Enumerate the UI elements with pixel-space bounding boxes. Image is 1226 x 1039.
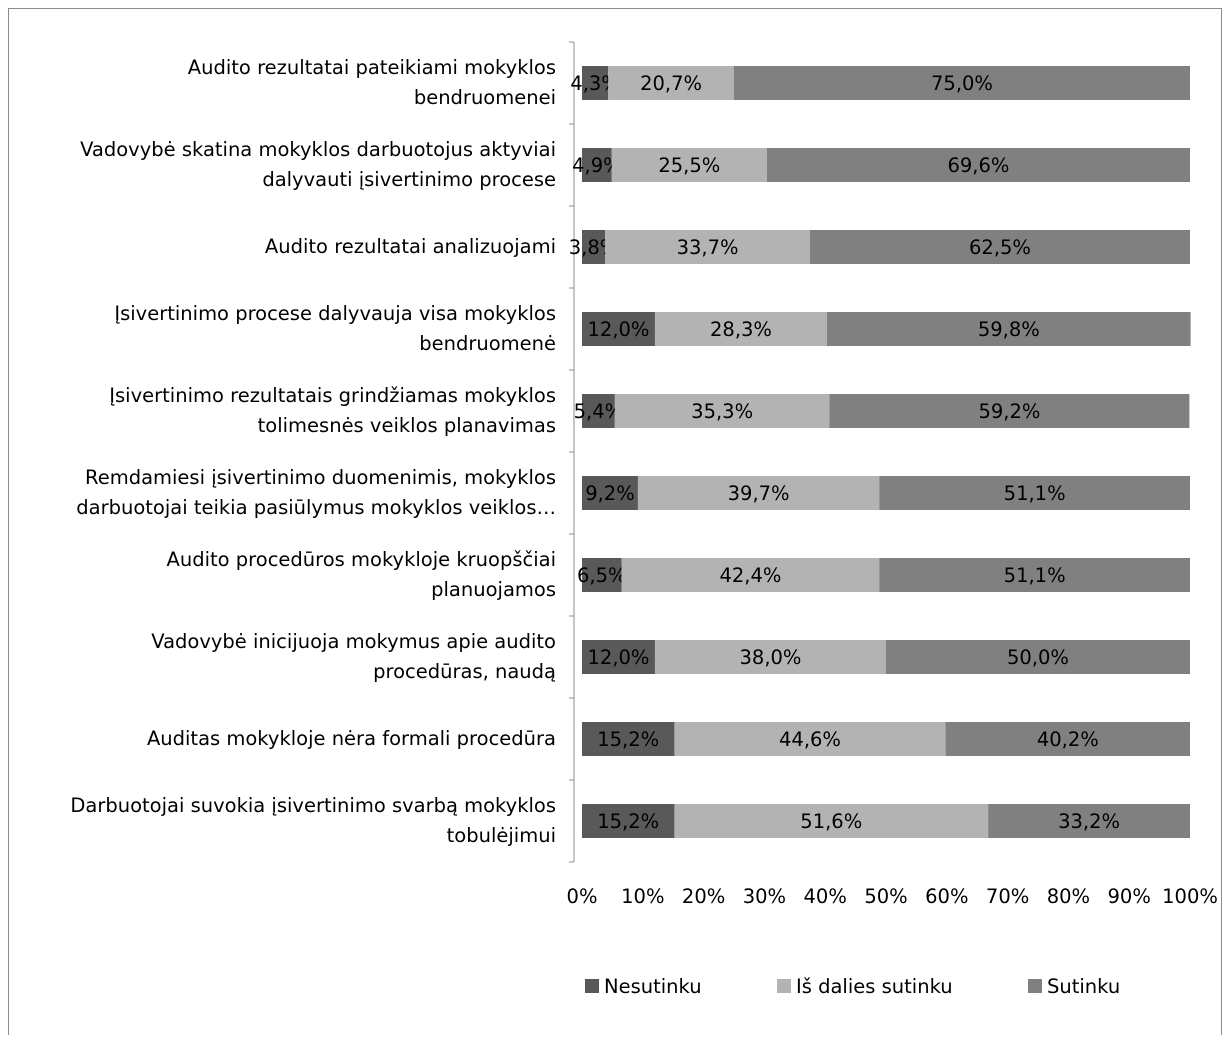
data-label: 33,7% xyxy=(677,236,739,259)
legend-label: Iš dalies sutinku xyxy=(796,975,953,998)
bar-segment xyxy=(829,394,1190,428)
category-label: Įsivertinimo rezultatais grindžiamas mok… xyxy=(109,384,556,407)
category-label: Audito rezultatai analizuojami xyxy=(265,235,556,258)
category-label: darbuotojai teikia pasiūlymus mokyklos v… xyxy=(76,496,556,519)
x-tick-label: 0% xyxy=(567,885,598,908)
category-label: Audito procedūros mokykloje kruopščiai xyxy=(167,548,556,571)
bar-segment xyxy=(582,804,675,838)
category-label: Audito rezultatai pateikiami mokyklos xyxy=(188,56,556,79)
category-label: Vadovybė skatina mokyklos darbuotojus ak… xyxy=(80,138,556,161)
category-label: Įsivertinimo procese dalyvauja visa moky… xyxy=(114,302,556,325)
bar-segment xyxy=(674,722,946,756)
data-label: 69,6% xyxy=(947,154,1009,177)
data-label: 12,0% xyxy=(588,646,650,669)
data-label: 50,0% xyxy=(1007,646,1069,669)
x-tick-label: 80% xyxy=(1047,885,1090,908)
data-label: 42,4% xyxy=(719,564,781,587)
data-label: 39,7% xyxy=(728,482,790,505)
bar-segment xyxy=(582,66,609,100)
category-label: procedūras, naudą xyxy=(373,660,556,683)
data-label: 12,0% xyxy=(588,318,650,341)
category-label: Auditas mokykloje nėra formali procedūra xyxy=(147,727,556,750)
category-label: dalyvauti įsivertinimo procese xyxy=(262,168,556,191)
category-label: Darbuotojai suvokia įsivertinimo svarbą … xyxy=(70,794,556,817)
bar-segment xyxy=(582,558,622,592)
data-label: 15,2% xyxy=(597,810,659,833)
legend-swatch xyxy=(1028,979,1042,993)
bar-segment xyxy=(988,804,1190,838)
x-tick-label: 70% xyxy=(986,885,1029,908)
bar-segment xyxy=(582,148,612,182)
legend-label: Sutinku xyxy=(1047,975,1120,998)
bar-segment xyxy=(582,394,615,428)
data-label: 28,3% xyxy=(710,318,772,341)
data-label: 59,2% xyxy=(978,400,1040,423)
data-label: 51,1% xyxy=(1004,482,1066,505)
bar-segment xyxy=(582,640,655,674)
data-label: 35,3% xyxy=(691,400,753,423)
x-tick-label: 20% xyxy=(682,885,725,908)
data-label: 15,2% xyxy=(597,728,659,751)
bar-segment xyxy=(611,148,767,182)
bar-segment xyxy=(608,66,734,100)
bar-segment xyxy=(945,722,1190,756)
x-tick-label: 100% xyxy=(1162,885,1218,908)
bar-segment xyxy=(827,312,1191,346)
category-label: bendruomenė xyxy=(419,332,556,355)
category-label: Remdamiesi įsivertinimo duomenimis, moky… xyxy=(85,466,556,489)
bar-segment xyxy=(886,640,1190,674)
x-tick-label: 50% xyxy=(864,885,907,908)
x-tick-label: 90% xyxy=(1108,885,1151,908)
data-label: 59,8% xyxy=(978,318,1040,341)
x-tick-label: 10% xyxy=(621,885,664,908)
category-label: planuojamos xyxy=(431,578,556,601)
chart-frame xyxy=(8,8,1222,1035)
data-label: 33,2% xyxy=(1058,810,1120,833)
category-label: bendruomenei xyxy=(414,86,556,109)
x-tick-label: 40% xyxy=(804,885,847,908)
data-label: 62,5% xyxy=(969,236,1031,259)
data-label: 5,4% xyxy=(574,400,624,423)
legend-swatch xyxy=(585,979,599,993)
x-tick-label: 60% xyxy=(925,885,968,908)
bar-segment xyxy=(582,722,675,756)
bar-segment xyxy=(810,230,1190,264)
category-label: Vadovybė inicijuoja mokymus apie audito xyxy=(151,630,556,653)
category-label: tobulėjimui xyxy=(447,824,556,847)
data-label: 9,2% xyxy=(585,482,635,505)
bar-segment xyxy=(654,640,886,674)
bar-segment xyxy=(637,476,880,510)
data-label: 4,9% xyxy=(572,154,622,177)
data-label: 38,0% xyxy=(740,646,802,669)
data-label: 25,5% xyxy=(658,154,720,177)
data-label: 51,1% xyxy=(1004,564,1066,587)
bar-segment xyxy=(621,558,880,592)
data-label: 51,6% xyxy=(800,810,862,833)
bar-segment xyxy=(674,804,989,838)
bar-segment xyxy=(654,312,828,346)
bar-segment xyxy=(766,148,1190,182)
bar-segment xyxy=(582,230,606,264)
bar-segment xyxy=(582,476,638,510)
legend-swatch xyxy=(777,979,791,993)
bar-segment xyxy=(614,394,830,428)
bar-segment xyxy=(582,312,655,346)
bar-segment xyxy=(734,66,1190,100)
legend-label: Nesutinku xyxy=(604,975,702,998)
data-label: 4,3% xyxy=(570,72,620,95)
category-label: tolimesnės veiklos planavimas xyxy=(258,414,556,437)
data-label: 75,0% xyxy=(931,72,993,95)
data-label: 6,5% xyxy=(577,564,627,587)
data-label: 44,6% xyxy=(779,728,841,751)
bar-segment xyxy=(879,476,1190,510)
bar-segment xyxy=(605,230,810,264)
data-label: 40,2% xyxy=(1037,728,1099,751)
x-tick-label: 30% xyxy=(743,885,786,908)
bar-segment xyxy=(879,558,1190,592)
data-label: 20,7% xyxy=(640,72,702,95)
